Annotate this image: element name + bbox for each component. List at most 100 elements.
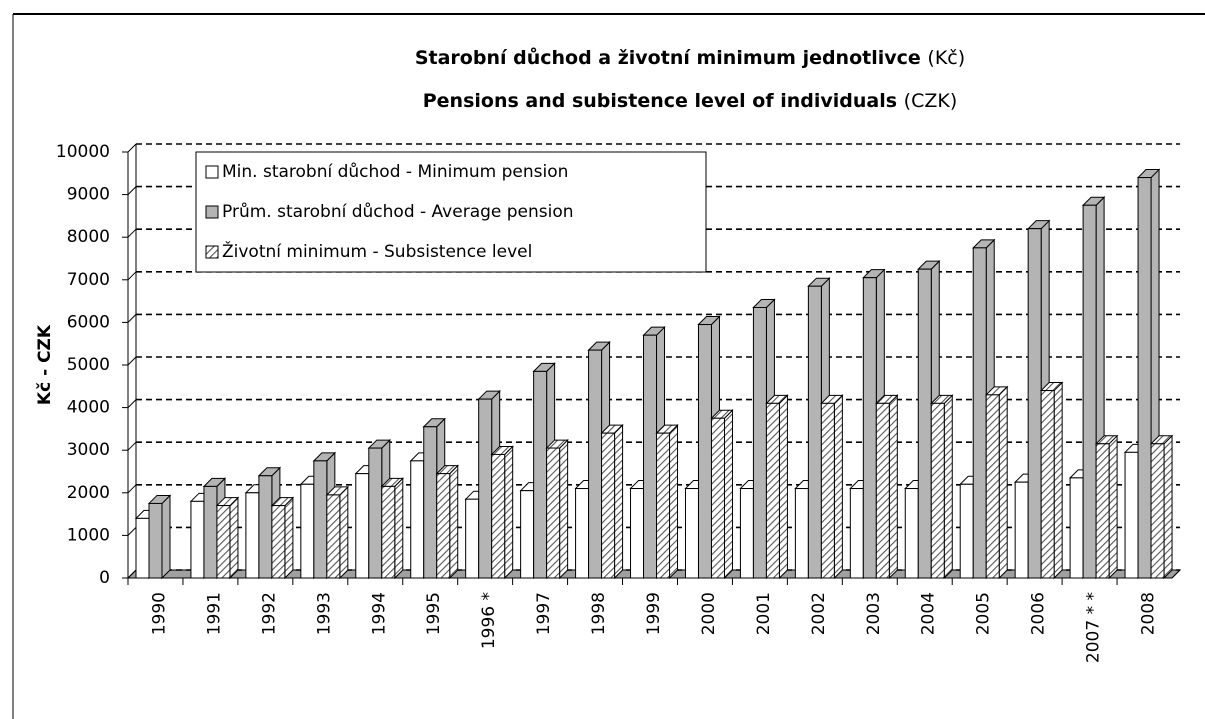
grid-line-side bbox=[127, 271, 137, 281]
x-axis-end bbox=[1171, 569, 1181, 579]
bar bbox=[875, 394, 899, 580]
bar-side bbox=[229, 496, 239, 580]
bar-front bbox=[1137, 177, 1152, 579]
bar-front bbox=[739, 488, 754, 579]
legend-label: Min. starobní důchod - Minimum pension bbox=[222, 162, 568, 182]
bar-front bbox=[478, 398, 493, 579]
grid-line-side bbox=[127, 527, 137, 536]
bar-front bbox=[807, 285, 822, 579]
bar-front bbox=[588, 349, 603, 579]
bar-side bbox=[888, 394, 898, 580]
bar-front bbox=[710, 417, 725, 579]
bar bbox=[215, 496, 240, 580]
bar bbox=[490, 445, 514, 580]
bar-side bbox=[833, 394, 843, 580]
x-tick-label: 2006 bbox=[1029, 592, 1049, 635]
bar-front bbox=[271, 505, 286, 579]
bar-front bbox=[917, 268, 932, 579]
bar-side bbox=[998, 385, 1008, 580]
bar-front bbox=[216, 505, 231, 579]
x-tick-label: 1998 bbox=[589, 592, 609, 635]
legend-label: Prům. starobní důchod - Average pension bbox=[222, 202, 574, 222]
bar-side bbox=[504, 445, 514, 580]
bar bbox=[765, 394, 789, 580]
bar-front bbox=[697, 324, 712, 579]
chart-subtitle: Pensions and subistence level of individ… bbox=[423, 90, 958, 112]
y-tick-label: 9000 bbox=[67, 185, 110, 205]
bar-front bbox=[381, 485, 396, 579]
bar-front bbox=[656, 432, 671, 579]
bar bbox=[985, 385, 1009, 580]
x-tick-label: 1993 bbox=[314, 592, 334, 635]
x-tick-label: 2007 * * bbox=[1084, 592, 1104, 663]
bar bbox=[930, 394, 954, 580]
bar bbox=[147, 494, 172, 580]
bar-front bbox=[135, 517, 150, 579]
bar bbox=[1149, 434, 1174, 580]
bar bbox=[380, 477, 404, 580]
bar-front bbox=[1095, 443, 1110, 579]
bar-front bbox=[1082, 204, 1097, 579]
y-tick-label: 10000 bbox=[56, 142, 110, 162]
bar-side bbox=[394, 477, 404, 580]
grid-line-side bbox=[127, 314, 137, 323]
bar-side bbox=[449, 464, 459, 580]
x-tick-label: 2005 bbox=[974, 592, 994, 635]
bar bbox=[435, 464, 459, 580]
bar-front bbox=[752, 306, 767, 579]
x-tick-label: 1992 bbox=[259, 592, 279, 635]
bar-side bbox=[1053, 381, 1063, 580]
bar-front bbox=[1040, 390, 1055, 579]
bar bbox=[270, 496, 295, 580]
grid-line-side bbox=[127, 399, 137, 408]
bar bbox=[1094, 434, 1119, 580]
bar-front bbox=[491, 453, 506, 579]
x-tick-label: 1995 bbox=[424, 592, 444, 635]
grid-line-side bbox=[127, 228, 137, 238]
bar-front bbox=[148, 502, 163, 579]
x-tick-label: 2008 bbox=[1139, 592, 1159, 635]
y-tick-label: 1000 bbox=[67, 525, 110, 545]
bar-front bbox=[436, 473, 451, 579]
bar-front bbox=[1014, 481, 1029, 579]
bar-front bbox=[972, 247, 987, 579]
bar-side bbox=[1108, 434, 1118, 580]
bar-side bbox=[614, 423, 624, 580]
bar-side bbox=[943, 394, 953, 580]
y-axis-label: Kč - CZK bbox=[35, 324, 55, 405]
legend-swatch bbox=[205, 205, 219, 219]
bar-front bbox=[630, 488, 645, 579]
bar-front bbox=[190, 500, 205, 579]
x-tick-label: 1997 bbox=[534, 592, 554, 635]
bar-front bbox=[959, 483, 974, 579]
x-tick-label: 2004 bbox=[919, 592, 939, 635]
bar-front bbox=[368, 447, 383, 579]
x-tick-label: 1991 bbox=[204, 592, 224, 635]
bar-front bbox=[1150, 443, 1165, 579]
bar-front bbox=[862, 277, 877, 579]
bar-front bbox=[849, 488, 864, 579]
grid-line-side bbox=[127, 484, 137, 494]
y-tick-label: 4000 bbox=[67, 398, 110, 418]
bar-side bbox=[161, 494, 171, 580]
x-tick-label: 2000 bbox=[699, 592, 719, 635]
legend bbox=[195, 151, 707, 273]
x-tick-label: 1996 * bbox=[479, 592, 499, 649]
x-tick-label: 1994 bbox=[369, 592, 389, 635]
legend-swatch bbox=[205, 245, 219, 259]
y-tick-label: 3000 bbox=[67, 440, 110, 460]
grid-line-side bbox=[127, 143, 137, 153]
bar bbox=[545, 438, 569, 580]
bar-front bbox=[355, 473, 370, 579]
bar-front bbox=[423, 426, 438, 579]
bar-side bbox=[284, 496, 294, 580]
bar bbox=[710, 409, 734, 580]
bar-front bbox=[465, 498, 480, 579]
bar-front bbox=[575, 488, 590, 579]
grid-line-side bbox=[127, 356, 137, 366]
bar-side bbox=[339, 485, 349, 580]
bar-side bbox=[559, 438, 569, 580]
grid-line-side bbox=[127, 441, 137, 451]
bar bbox=[1039, 381, 1064, 580]
bar-front bbox=[546, 447, 561, 579]
